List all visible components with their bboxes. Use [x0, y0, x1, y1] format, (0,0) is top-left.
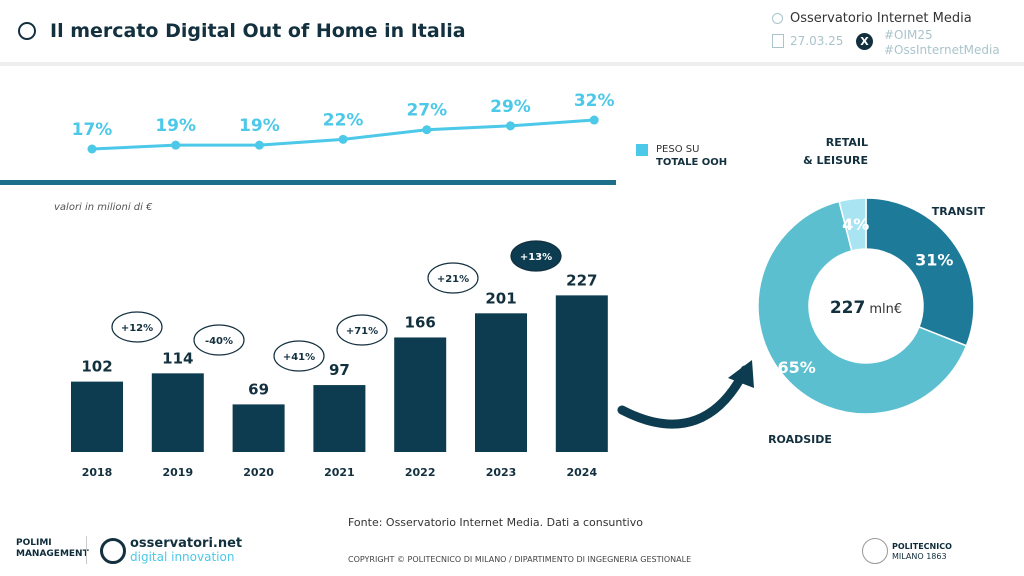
- osservatori-logo-b: digital innovation: [130, 550, 235, 564]
- line-label: 27%: [406, 101, 447, 121]
- donut-chart: 31% 65% 4%: [757, 197, 975, 415]
- label-retail: RETAIL: [826, 136, 868, 149]
- label-retail-2: & LEISURE: [803, 154, 868, 167]
- growth-badge: [193, 324, 245, 356]
- x-tick-label: 2020: [243, 466, 274, 479]
- bar-value: 69: [248, 380, 269, 398]
- bar-value: 227: [566, 271, 597, 289]
- org-icon: [772, 13, 783, 24]
- date: 27.03.25: [790, 34, 844, 48]
- line-point: [422, 125, 432, 135]
- polimi-logo: POLIMI MANAGEMENT: [16, 538, 89, 559]
- growth-badge: [427, 262, 479, 294]
- growth-badge: [111, 311, 163, 343]
- center-unit: mln€: [869, 302, 902, 317]
- bar: [151, 373, 204, 452]
- bar: [313, 385, 366, 452]
- line-point: [87, 144, 97, 154]
- x-tick-label: 2019: [162, 466, 193, 479]
- growth-label: +41%: [283, 352, 315, 363]
- x-tick-label: 2018: [82, 466, 113, 479]
- bar-chart: 102 2018 114 2019 69 2020 97 2021 166 2022 201 2023…: [71, 240, 608, 479]
- bar: [232, 404, 285, 452]
- slice-label: 4%: [842, 215, 869, 234]
- page-title: Il mercato Digital Out of Home in Italia: [50, 20, 466, 42]
- hashtag-2: #OssInternetMedia: [884, 43, 1000, 57]
- growth-label: -40%: [205, 336, 233, 347]
- org-name: Osservatorio Internet Media: [790, 11, 972, 26]
- growth-label: +13%: [520, 252, 552, 263]
- growth-label: +12%: [121, 323, 153, 334]
- copyright: COPYRIGHT © POLITECNICO DI MILANO / DIPA…: [348, 555, 692, 564]
- label-roadside: ROADSIDE: [768, 433, 832, 446]
- arrow-head-icon: [728, 360, 754, 388]
- source-note: Fonte: Osservatorio Internet Media. Dati…: [348, 516, 643, 529]
- header-divider: [0, 62, 1024, 66]
- x-tick-label: 2021: [324, 466, 355, 479]
- bar-value: 166: [405, 313, 436, 331]
- bar-value: 102: [81, 358, 112, 376]
- osservatori-logo-a: osservatori.net: [130, 536, 243, 551]
- bar-value: 114: [162, 349, 193, 367]
- line-label: 32%: [574, 91, 615, 111]
- line-label: 17%: [72, 120, 113, 140]
- line-label: 19%: [239, 116, 280, 136]
- growth-badge: [336, 314, 388, 346]
- growth-badge: [510, 240, 562, 272]
- bar-value: 97: [329, 361, 350, 379]
- bar: [475, 313, 527, 452]
- legend-line2: TOTALE OOH: [656, 157, 727, 168]
- bar-value: 201: [485, 289, 516, 307]
- x-tick-label: 2023: [486, 466, 517, 479]
- line-point: [338, 134, 348, 144]
- bar: [394, 337, 447, 452]
- line-chart: 17% 19% 19% 22% 27% 29% 32%: [72, 91, 615, 154]
- line-point: [254, 140, 264, 150]
- donut-slice: [865, 197, 975, 347]
- legend-swatch: [636, 144, 648, 156]
- line-label: 22%: [323, 110, 364, 130]
- calendar-icon: [772, 34, 784, 48]
- unit-note: valori in milioni di €: [54, 202, 153, 213]
- politecnico-b: MILANO 1863: [892, 552, 947, 561]
- donut-slice: [838, 197, 867, 252]
- growth-label: +71%: [346, 326, 378, 337]
- politecnico-a: POLITECNICO: [892, 542, 952, 551]
- logo-divider: [86, 536, 87, 564]
- line-label: 29%: [490, 97, 531, 117]
- line-point: [506, 121, 515, 131]
- line-point: [589, 115, 599, 125]
- hashtag-1: #OIM25: [884, 28, 933, 42]
- arrow-icon: [617, 365, 750, 429]
- growth-label: +21%: [437, 274, 469, 285]
- line-label: 19%: [155, 116, 196, 136]
- x-tick-label: 2024: [566, 466, 597, 479]
- search-logo-icon: [18, 22, 36, 40]
- bar: [71, 381, 123, 452]
- line-divider: [0, 180, 616, 185]
- center-value: 227: [830, 298, 866, 318]
- slice-label: 31%: [915, 251, 953, 270]
- line-point: [171, 140, 181, 150]
- x-tick-label: 2022: [405, 466, 436, 479]
- label-transit: TRANSIT: [932, 205, 986, 218]
- slice-label: 65%: [777, 358, 815, 377]
- osservatori-logo-icon: [100, 538, 126, 564]
- legend-line1: PESO SU: [656, 144, 699, 155]
- donut-slice: [757, 200, 968, 415]
- growth-badge: [273, 340, 325, 372]
- polimi-seal-icon: [862, 538, 888, 564]
- donut-center: 227 mln€: [830, 298, 902, 318]
- x-icon: X: [856, 33, 873, 50]
- bar: [555, 295, 608, 452]
